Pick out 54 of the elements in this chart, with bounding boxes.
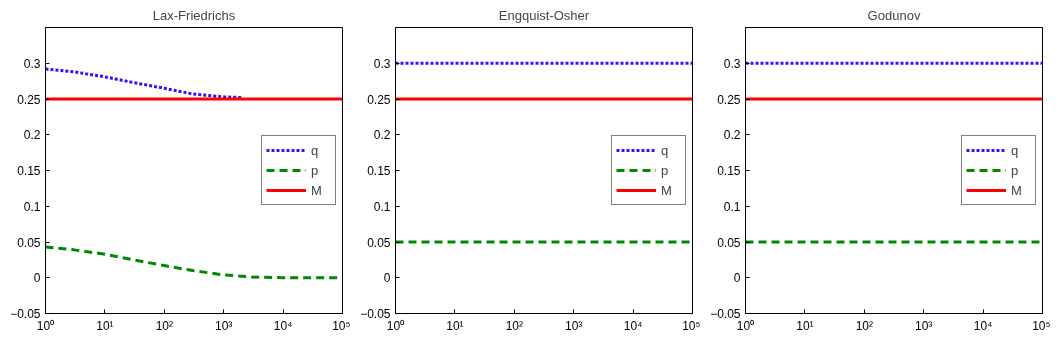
chart-title: Engquist-Osher	[498, 7, 590, 23]
y-tick-label: 0.05	[367, 235, 391, 250]
y-tick-label: 0.25	[717, 92, 741, 107]
x-tick-label: 10²	[505, 318, 523, 333]
legend-label: M	[311, 182, 323, 198]
y-tick-label: −0.05	[10, 307, 41, 321]
x-tick-label: 10⁴	[973, 318, 993, 333]
y-tick-label: 0.2	[723, 128, 741, 143]
y-tick-label: 0.1	[373, 199, 391, 214]
y-tick-label: 0.15	[17, 164, 41, 178]
legend-label: q	[1011, 142, 1020, 158]
legend-label: p	[1011, 162, 1020, 178]
x-tick-label: 10⁴	[623, 318, 643, 333]
legend-label: p	[311, 162, 320, 178]
y-tick-label: 0.15	[367, 164, 391, 178]
x-tick-label: 10⁰	[386, 318, 405, 333]
y-tick-label: 0.25	[367, 92, 391, 107]
x-tick-label: 10⁴	[273, 318, 293, 333]
y-tick-label: 0.15	[717, 164, 741, 178]
y-tick-label: 0.3	[23, 56, 41, 71]
x-tick-label: 10¹	[796, 318, 814, 333]
x-tick-label: 10⁵	[682, 318, 701, 333]
y-tick-label: 0.1	[723, 199, 741, 214]
y-tick-label: 0.05	[717, 235, 741, 250]
y-tick-label: 0.1	[23, 199, 41, 214]
legend-label: q	[311, 142, 320, 158]
x-tick-label: 10⁵	[332, 318, 351, 333]
x-tick-label: 10²	[855, 318, 873, 333]
x-tick-label: 10⁰	[736, 318, 755, 333]
x-tick-label: 10²	[155, 318, 173, 333]
legend-label: p	[661, 162, 670, 178]
y-tick-label: 0.05	[17, 235, 41, 250]
y-tick-label: 0.2	[23, 128, 41, 143]
x-tick-label: 10¹	[96, 318, 114, 333]
y-tick-label: 0	[33, 271, 41, 286]
legend-label: M	[1011, 182, 1023, 198]
x-tick-label: 10³	[215, 318, 233, 333]
legend-label: M	[661, 182, 673, 198]
chart-title: Godunov	[867, 7, 921, 23]
y-tick-label: 0.3	[723, 56, 741, 71]
x-tick-label: 10³	[565, 318, 583, 333]
x-tick-label: 10³	[915, 318, 933, 333]
y-tick-label: 0.2	[373, 128, 391, 143]
x-tick-label: 10¹	[446, 318, 464, 333]
y-tick-label: −0.05	[360, 307, 391, 321]
y-tick-label: −0.05	[710, 307, 741, 321]
x-tick-label: 10⁵	[1032, 318, 1051, 333]
legend-label: q	[661, 142, 670, 158]
y-tick-label: 0	[733, 271, 741, 286]
y-tick-label: 0.25	[17, 92, 41, 107]
chart-title: Lax-Friedrichs	[152, 7, 236, 23]
y-tick-label: 0.3	[373, 56, 391, 71]
y-tick-label: 0	[383, 271, 391, 286]
x-tick-label: 10⁰	[36, 318, 55, 333]
